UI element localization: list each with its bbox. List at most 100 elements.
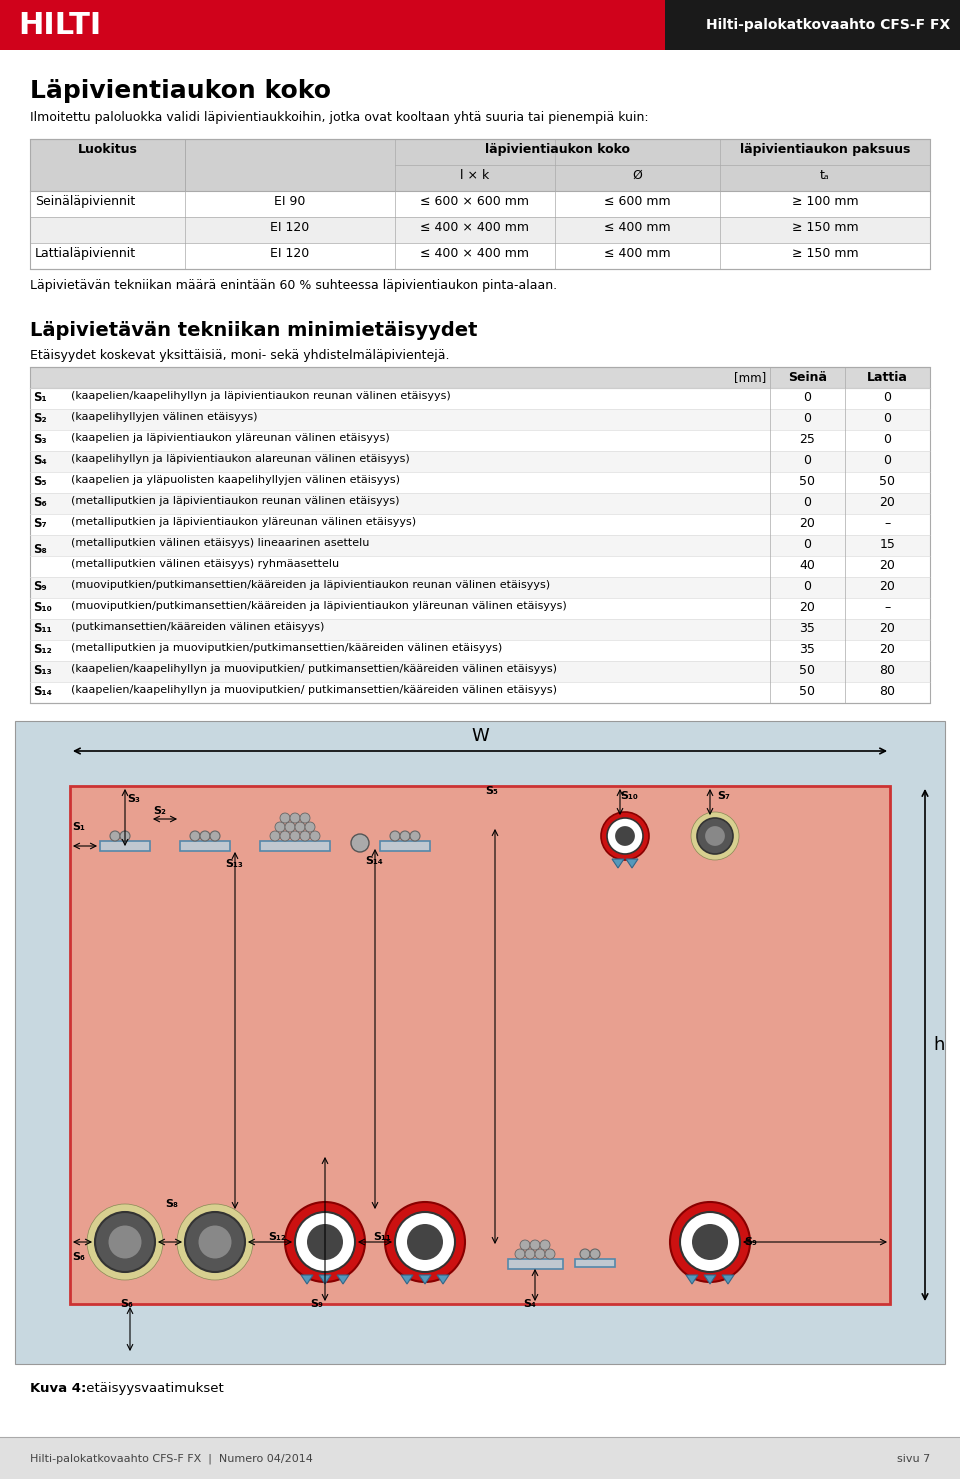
Text: (kaapelien/kaapelihyllyn ja läpivientiaukon reunan välinen etäisyys): (kaapelien/kaapelihyllyn ja läpivientiau…: [71, 390, 451, 401]
Text: S₃: S₃: [33, 433, 47, 447]
Text: Lattialäpiviennit: Lattialäpiviennit: [35, 247, 136, 260]
Text: 50: 50: [879, 475, 896, 488]
Text: S₉: S₉: [33, 580, 47, 593]
Bar: [30, 367, 930, 387]
Circle shape: [520, 1239, 530, 1250]
Text: Ilmoitettu paloluokka validi läpivientiaukkoihin, jotka ovat kooltaan yhtä suuri: Ilmoitettu paloluokka validi läpivientia…: [30, 111, 649, 124]
Text: W: W: [471, 728, 489, 745]
Text: 0: 0: [804, 454, 811, 467]
Circle shape: [295, 1211, 355, 1272]
Text: (muoviputkien/putkimansettien/kääreiden ja läpivientiaukon yläreunan välinen etä: (muoviputkien/putkimansettien/kääreiden …: [71, 600, 566, 611]
Text: HILTI: HILTI: [18, 10, 101, 40]
Text: 80: 80: [879, 664, 896, 677]
Polygon shape: [626, 859, 638, 868]
Text: S₇: S₇: [33, 518, 47, 529]
Bar: [30, 515, 930, 535]
Text: S₄: S₄: [33, 454, 47, 467]
Bar: [30, 139, 930, 269]
Circle shape: [110, 831, 120, 842]
Text: 20: 20: [800, 518, 815, 529]
Circle shape: [307, 1225, 343, 1260]
Text: Hilti-palokatkovaahto CFS-F FX  |  Numero 04/2014: Hilti-palokatkovaahto CFS-F FX | Numero …: [30, 1454, 313, 1464]
Text: S₁₀: S₁₀: [620, 791, 637, 802]
Bar: [180, 842, 230, 850]
Text: S₁: S₁: [72, 822, 84, 833]
Bar: [380, 842, 430, 850]
Polygon shape: [401, 1275, 413, 1284]
Circle shape: [705, 827, 725, 846]
Text: –: –: [884, 518, 891, 529]
Text: S₈: S₈: [33, 543, 47, 556]
Text: Seinä: Seinä: [788, 371, 827, 385]
Circle shape: [580, 1248, 590, 1259]
Circle shape: [290, 813, 300, 822]
Text: 0: 0: [804, 580, 811, 593]
Bar: [30, 451, 930, 472]
Text: 0: 0: [804, 413, 811, 424]
Text: S₁₀: S₁₀: [33, 600, 52, 614]
Text: 20: 20: [879, 559, 896, 572]
Text: (kaapelihyllyjen välinen etäisyys): (kaapelihyllyjen välinen etäisyys): [71, 413, 257, 422]
Circle shape: [280, 813, 290, 822]
Text: S₁₁: S₁₁: [373, 1232, 391, 1242]
Text: ≥ 150 mm: ≥ 150 mm: [792, 247, 858, 260]
Text: 20: 20: [879, 623, 896, 634]
Circle shape: [615, 827, 635, 846]
Circle shape: [177, 1204, 253, 1279]
Text: (kaapelien ja läpivientiaukon yläreunan välinen etäisyys): (kaapelien ja läpivientiaukon yläreunan …: [71, 433, 390, 444]
Circle shape: [280, 831, 290, 842]
Text: S₁₄: S₁₄: [365, 856, 383, 867]
Text: S₁₄: S₁₄: [33, 685, 52, 698]
Circle shape: [535, 1248, 545, 1259]
Text: ≤ 600 × 600 mm: ≤ 600 × 600 mm: [420, 195, 530, 209]
Text: ≥ 150 mm: ≥ 150 mm: [792, 220, 858, 234]
Bar: [30, 661, 930, 682]
Text: Etäisyydet koskevat yksittäisiä, moni- sekä yhdistelmäläpivientejä.: Etäisyydet koskevat yksittäisiä, moni- s…: [30, 349, 449, 362]
Bar: [30, 682, 930, 703]
Text: S₂: S₂: [153, 806, 166, 816]
Circle shape: [395, 1211, 455, 1272]
Text: 35: 35: [800, 643, 815, 657]
Circle shape: [385, 1202, 465, 1282]
Circle shape: [515, 1248, 525, 1259]
Circle shape: [199, 1226, 231, 1259]
Text: S₁₃: S₁₃: [225, 859, 243, 870]
Text: sivu 7: sivu 7: [897, 1454, 930, 1464]
Text: 20: 20: [800, 600, 815, 614]
Text: S₄: S₄: [523, 1299, 536, 1309]
Text: 0: 0: [804, 495, 811, 509]
Bar: [15, 720, 945, 1364]
Text: Läpivientiaukon koko: Läpivientiaukon koko: [30, 78, 331, 104]
Circle shape: [410, 831, 420, 842]
Text: (muoviputkien/putkimansettien/kääreiden ja läpivientiaukon reunan välinen etäisy: (muoviputkien/putkimansettien/kääreiden …: [71, 580, 550, 590]
Text: l × k: l × k: [461, 169, 490, 182]
Circle shape: [300, 813, 310, 822]
Bar: [100, 842, 150, 850]
Bar: [30, 217, 930, 243]
Text: läpivientiaukon koko: läpivientiaukon koko: [485, 143, 630, 155]
Circle shape: [95, 1211, 155, 1272]
Bar: [0, 1438, 960, 1479]
Text: S₆: S₆: [33, 495, 47, 509]
Text: ≤ 400 mm: ≤ 400 mm: [604, 247, 671, 260]
Circle shape: [285, 822, 295, 833]
Text: (metalliputkien ja läpivientiaukon reunan välinen etäisyys): (metalliputkien ja läpivientiaukon reuna…: [71, 495, 399, 506]
Polygon shape: [419, 1275, 431, 1284]
Text: S₅: S₅: [33, 475, 47, 488]
Circle shape: [692, 1225, 728, 1260]
Circle shape: [295, 822, 305, 833]
Bar: [30, 191, 930, 217]
Text: 0: 0: [883, 454, 892, 467]
Text: tₐ: tₐ: [820, 169, 829, 182]
Text: S₉: S₉: [310, 1299, 323, 1309]
Bar: [30, 410, 930, 430]
Text: h: h: [933, 1035, 945, 1055]
Text: ≤ 400 × 400 mm: ≤ 400 × 400 mm: [420, 247, 530, 260]
Circle shape: [275, 822, 285, 833]
Text: (kaapelien ja yläpuolisten kaapelihyllyjen välinen etäisyys): (kaapelien ja yläpuolisten kaapelihyllyj…: [71, 475, 400, 485]
Text: ≤ 400 × 400 mm: ≤ 400 × 400 mm: [420, 220, 530, 234]
Circle shape: [680, 1211, 740, 1272]
Text: Lattia: Lattia: [867, 371, 908, 385]
Text: ≥ 100 mm: ≥ 100 mm: [792, 195, 858, 209]
Text: 50: 50: [800, 685, 815, 698]
